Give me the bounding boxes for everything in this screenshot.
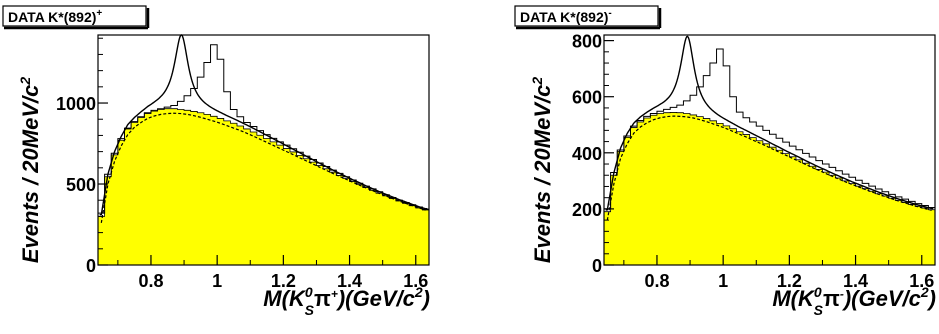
y-axis-title: Events / 20MeV/c2 [529, 77, 555, 264]
panel-k-minus: DATA K*(892)- 0.8 1 1.2 1.4 1.6 0 200 400 600 800… [514, 5, 936, 318]
y-tick-label: 200 [572, 200, 602, 220]
x-tick-label: 1.2 [777, 271, 802, 291]
background-curve [606, 115, 932, 221]
background-curve [100, 112, 426, 223]
y-tick-label: 500 [66, 175, 96, 195]
x-tick-label: 1.2 [271, 271, 296, 291]
plot-frame [97, 34, 430, 266]
x-tick-label: 1.4 [843, 271, 868, 291]
x-tick-label: 1.6 [403, 271, 428, 291]
y-tick-label: 400 [572, 144, 602, 164]
x-tick-label: 1 [212, 271, 222, 291]
x-axis-title: M(K0 Sπ+)(GeV/c2) [263, 284, 430, 318]
y-tick-label: 800 [572, 32, 602, 52]
y-tick-label: 600 [572, 88, 602, 108]
x-tick-label: 1.6 [909, 271, 934, 291]
panel-k-plus: DATA K*(892)+ 0.8 1 1.2 1.4 1.6 0 500 1000 Even… [2, 5, 430, 318]
panel-title: DATA K*(892)+ [8, 8, 102, 25]
fit-curve [99, 34, 428, 216]
background-fill [603, 112, 936, 266]
title-box: DATA K*(892)+ [2, 5, 150, 30]
y-axis-title: Events / 20MeV/c2 [17, 77, 43, 264]
y-tick-label: 0 [86, 256, 96, 276]
y-tick-label: 0 [592, 256, 602, 276]
y-tick-label: 1000 [56, 94, 96, 114]
plot-frame [603, 34, 936, 266]
x-tick-label: 1 [718, 271, 728, 291]
fit-curve [605, 35, 934, 211]
x-tick-label: 0.8 [138, 271, 163, 291]
plot-area: 0.8 1 1.2 1.4 1.6 0 200 400 600 800 [572, 32, 936, 291]
x-tick-label: 0.8 [644, 271, 669, 291]
plot-area: 0.8 1 1.2 1.4 1.6 0 500 1000 [56, 34, 430, 291]
x-axis-title: M(K0 Sπ-)(GeV/c2) [772, 284, 936, 318]
x-tick-label: 1.4 [337, 271, 362, 291]
panel-title: DATA K*(892)- [520, 8, 612, 25]
title-box: DATA K*(892)- [514, 5, 662, 30]
data-histogram [603, 48, 935, 265]
